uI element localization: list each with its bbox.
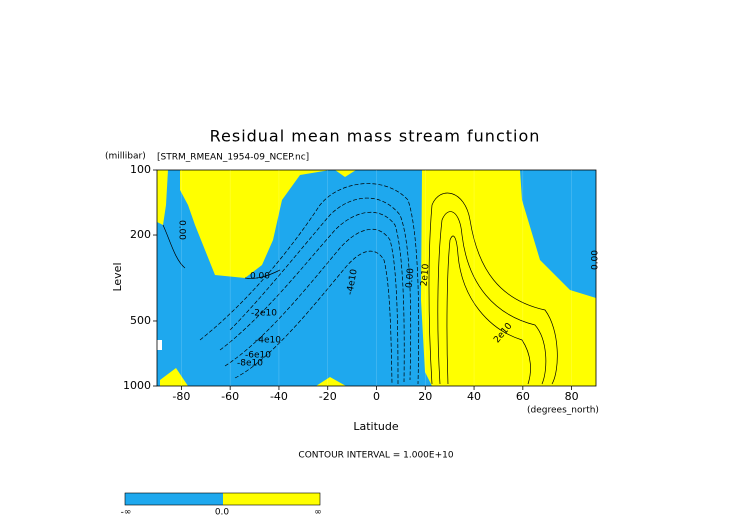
contour-label: 0.00 [405,267,417,288]
contour-label: -4e10 [345,268,359,296]
x-tick-label: 60 [516,390,530,403]
colorbar-positive [223,493,320,505]
contour-label: -8e10 [237,359,263,369]
contour-label: 0.00 [591,250,601,270]
plot-area [156,169,597,387]
colorbar-label: 0.0 [215,508,230,518]
colorbar-frame [124,492,321,506]
contour-line [199,183,420,385]
contour-line [437,211,547,385]
contour-label: 0.00 [177,220,187,240]
colorbar-label: -∞ [121,508,132,518]
x-tick-label: 80 [565,390,579,403]
positive-region [160,368,188,386]
x-tick-label: -80 [172,390,190,403]
colorbar [124,492,321,506]
positive-region [335,170,356,177]
y-tick-label: 1000 [123,379,151,392]
contour-line [234,250,393,385]
contour-label: 0.00 [250,272,270,282]
contour-line [224,228,399,385]
x-tick-label: 40 [467,390,481,403]
colorbar-label: ∞ [314,508,322,518]
positive-region [316,377,346,386]
y-axis-title: Level [111,262,124,291]
subtitle: [STRM_RMEAN_1954-09_NCEP.nc] [157,153,309,163]
chart-title: Residual mean mass stream function [210,127,541,146]
x-tick-label: 0 [373,390,380,403]
contour-line [162,224,281,279]
positive-region [180,170,330,278]
x-axis-units: (degrees_north) [527,406,599,416]
contour-line [229,197,412,381]
missing-data [157,340,162,350]
x-tick-label: -40 [270,390,288,403]
positive-region [157,170,168,225]
colorbar-negative [125,493,223,505]
contour-line [428,192,558,385]
y-tick-label: 200 [130,228,151,241]
y-tick-label: 500 [130,314,151,327]
contour-line [446,235,531,385]
contour-label: -4e10 [255,336,281,346]
x-tick-label: -20 [319,390,337,403]
contour-line [219,211,405,383]
contour-label: 2e10 [420,263,432,287]
x-tick-label: -60 [221,390,239,403]
contour-interval: CONTOUR INTERVAL = 1.000E+10 [298,451,453,461]
x-axis-title: Latitude [353,420,399,433]
contour-label: -2e10 [251,309,277,319]
y-tick-label: 100 [130,163,151,176]
contour-label: -6e10 [245,351,271,361]
y-axis-units: (millibar) [105,152,146,162]
x-tick-label: 20 [418,390,432,403]
positive-region [421,170,596,386]
